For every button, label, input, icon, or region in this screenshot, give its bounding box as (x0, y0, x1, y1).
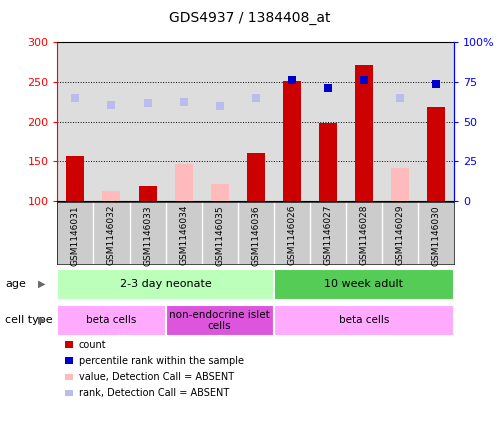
Bar (211, 184, 229, 201)
Bar (319, 123, 337, 201)
Text: ▶: ▶ (38, 279, 46, 289)
Text: GSM1146029: GSM1146029 (396, 205, 405, 265)
Text: GSM1146030: GSM1146030 (432, 205, 441, 266)
Text: GSM1146028: GSM1146028 (359, 205, 368, 265)
Text: non-endocrine islet
cells: non-endocrine islet cells (169, 310, 270, 331)
Bar (65, 341, 73, 348)
Text: GSM1146033: GSM1146033 (143, 205, 152, 266)
Text: rank, Detection Call = ABSENT: rank, Detection Call = ABSENT (79, 388, 229, 398)
Bar (247, 154, 265, 201)
Bar (274, 269, 454, 300)
Point (360, 76, 368, 83)
Bar (102, 191, 120, 201)
Bar (57, 269, 274, 300)
Bar (427, 107, 445, 201)
Text: GSM1146027: GSM1146027 (323, 205, 332, 265)
Text: percentile rank within the sample: percentile rank within the sample (79, 356, 244, 366)
Bar (283, 81, 301, 201)
Text: 2-3 day neonate: 2-3 day neonate (120, 280, 212, 289)
Text: GSM1146026: GSM1146026 (287, 205, 296, 265)
Point (288, 76, 296, 83)
Bar (139, 186, 157, 201)
Text: GSM1146032: GSM1146032 (107, 205, 116, 265)
Point (396, 94, 404, 101)
Text: beta cells: beta cells (339, 316, 389, 325)
Bar (65, 390, 73, 396)
Bar (391, 168, 409, 201)
Text: count: count (79, 340, 106, 350)
Text: 10 week adult: 10 week adult (324, 280, 403, 289)
Text: GDS4937 / 1384408_at: GDS4937 / 1384408_at (169, 11, 330, 25)
Bar (66, 156, 84, 201)
Point (251, 94, 259, 101)
Point (324, 85, 332, 92)
Bar (274, 305, 454, 336)
Text: ▶: ▶ (38, 315, 46, 325)
Bar (166, 305, 274, 336)
Point (216, 102, 224, 109)
Point (107, 102, 115, 108)
Bar (355, 65, 373, 201)
Text: GSM1146036: GSM1146036 (251, 205, 260, 266)
Bar (57, 305, 166, 336)
Text: GSM1146035: GSM1146035 (215, 205, 224, 266)
Text: age: age (5, 279, 26, 289)
Point (432, 80, 440, 87)
Text: value, Detection Call = ABSENT: value, Detection Call = ABSENT (79, 372, 234, 382)
Bar (65, 357, 73, 364)
Point (71, 94, 79, 101)
Bar (175, 165, 193, 201)
Point (180, 99, 188, 105)
Point (144, 100, 152, 107)
Text: beta cells: beta cells (86, 316, 137, 325)
Bar (65, 374, 73, 380)
Text: GSM1146034: GSM1146034 (179, 205, 188, 265)
Text: GSM1146031: GSM1146031 (71, 205, 80, 266)
Text: cell type: cell type (5, 315, 52, 325)
